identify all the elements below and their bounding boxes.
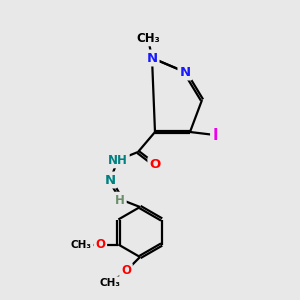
Text: N: N <box>104 173 116 187</box>
Text: NH: NH <box>108 154 128 166</box>
Text: O: O <box>121 265 131 278</box>
Text: I: I <box>212 128 218 142</box>
Text: CH₃: CH₃ <box>100 278 121 288</box>
Text: N: N <box>179 65 191 79</box>
Text: O: O <box>95 238 105 251</box>
Text: CH₃: CH₃ <box>136 32 160 44</box>
Text: N: N <box>146 52 158 64</box>
Text: H: H <box>115 194 125 206</box>
Text: CH₃: CH₃ <box>71 239 92 250</box>
Text: O: O <box>149 158 161 172</box>
